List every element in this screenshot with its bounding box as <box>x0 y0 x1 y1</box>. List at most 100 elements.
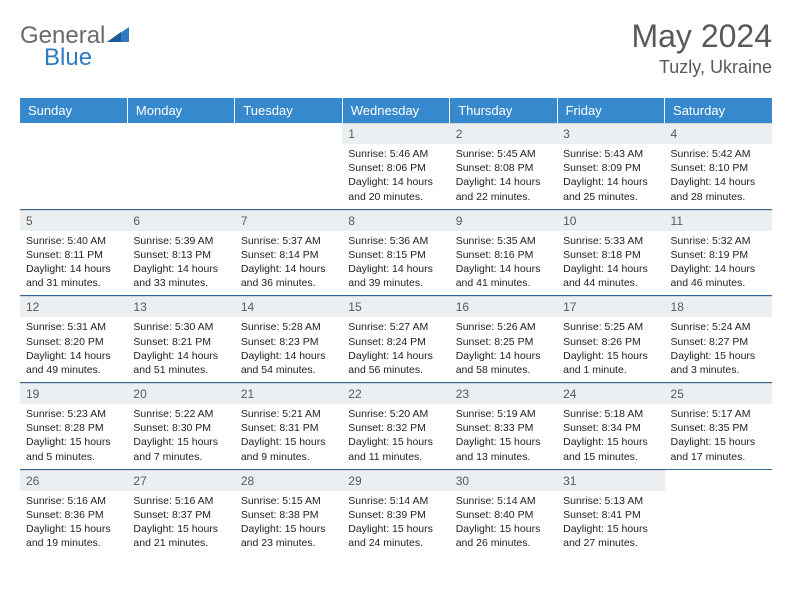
day-number: 26 <box>20 470 127 491</box>
day-cell: 11Sunrise: 5:32 AMSunset: 8:19 PMDayligh… <box>665 209 772 296</box>
day-cell: 30Sunrise: 5:14 AMSunset: 8:40 PMDayligh… <box>450 469 557 555</box>
sunrise-text: Sunrise: 5:19 AM <box>456 407 551 421</box>
day1-text: Daylight: 15 hours <box>456 435 551 449</box>
day2-text: and 17 minutes. <box>671 450 766 464</box>
day1-text: Daylight: 15 hours <box>563 522 658 536</box>
weekday-header: Tuesday <box>235 98 342 123</box>
day-cell: 20Sunrise: 5:22 AMSunset: 8:30 PMDayligh… <box>127 383 234 470</box>
sunset-text: Sunset: 8:33 PM <box>456 421 551 435</box>
day2-text: and 51 minutes. <box>133 363 228 377</box>
weekday-header: Thursday <box>450 98 557 123</box>
day-details: Sunrise: 5:20 AMSunset: 8:32 PMDaylight:… <box>342 404 449 469</box>
day1-text: Daylight: 14 hours <box>133 262 228 276</box>
day2-text: and 20 minutes. <box>348 190 443 204</box>
sunrise-text: Sunrise: 5:16 AM <box>133 494 228 508</box>
sunset-text: Sunset: 8:40 PM <box>456 508 551 522</box>
sunset-text: Sunset: 8:16 PM <box>456 248 551 262</box>
day2-text: and 24 minutes. <box>348 536 443 550</box>
week-row: 1Sunrise: 5:46 AMSunset: 8:06 PMDaylight… <box>20 123 772 209</box>
day1-text: Daylight: 14 hours <box>26 262 121 276</box>
day-cell: 25Sunrise: 5:17 AMSunset: 8:35 PMDayligh… <box>665 383 772 470</box>
day2-text: and 5 minutes. <box>26 450 121 464</box>
weekday-header: Wednesday <box>342 98 449 123</box>
day-number: 16 <box>450 296 557 317</box>
day-number: 5 <box>20 210 127 231</box>
calendar-page: General May 2024 Tuzly, Ukraine General … <box>0 0 792 575</box>
day-details: Sunrise: 5:35 AMSunset: 8:16 PMDaylight:… <box>450 231 557 296</box>
day-details: Sunrise: 5:45 AMSunset: 8:08 PMDaylight:… <box>450 144 557 209</box>
day1-text: Daylight: 14 hours <box>348 175 443 189</box>
day-cell: 21Sunrise: 5:21 AMSunset: 8:31 PMDayligh… <box>235 383 342 470</box>
day-cell: 10Sunrise: 5:33 AMSunset: 8:18 PMDayligh… <box>557 209 664 296</box>
sunrise-text: Sunrise: 5:32 AM <box>671 234 766 248</box>
day-cell: 9Sunrise: 5:35 AMSunset: 8:16 PMDaylight… <box>450 209 557 296</box>
day-details: Sunrise: 5:42 AMSunset: 8:10 PMDaylight:… <box>665 144 772 209</box>
sunrise-text: Sunrise: 5:14 AM <box>456 494 551 508</box>
sunset-text: Sunset: 8:14 PM <box>241 248 336 262</box>
sunset-text: Sunset: 8:20 PM <box>26 335 121 349</box>
sunset-text: Sunset: 8:30 PM <box>133 421 228 435</box>
day2-text: and 22 minutes. <box>456 190 551 204</box>
day-cell: 15Sunrise: 5:27 AMSunset: 8:24 PMDayligh… <box>342 296 449 383</box>
sunrise-text: Sunrise: 5:37 AM <box>241 234 336 248</box>
sunrise-text: Sunrise: 5:13 AM <box>563 494 658 508</box>
day-number: 29 <box>342 470 449 491</box>
day2-text: and 28 minutes. <box>671 190 766 204</box>
day-number: 21 <box>235 383 342 404</box>
day-number: 4 <box>665 123 772 144</box>
day-details: Sunrise: 5:25 AMSunset: 8:26 PMDaylight:… <box>557 317 664 382</box>
sunrise-text: Sunrise: 5:28 AM <box>241 320 336 334</box>
title-block: May 2024 Tuzly, Ukraine <box>631 18 772 78</box>
sunset-text: Sunset: 8:19 PM <box>671 248 766 262</box>
sunset-text: Sunset: 8:15 PM <box>348 248 443 262</box>
sunrise-text: Sunrise: 5:30 AM <box>133 320 228 334</box>
day-cell: 14Sunrise: 5:28 AMSunset: 8:23 PMDayligh… <box>235 296 342 383</box>
day-cell: 31Sunrise: 5:13 AMSunset: 8:41 PMDayligh… <box>557 469 664 555</box>
day1-text: Daylight: 14 hours <box>241 262 336 276</box>
day-details: Sunrise: 5:19 AMSunset: 8:33 PMDaylight:… <box>450 404 557 469</box>
day2-text: and 36 minutes. <box>241 276 336 290</box>
day-cell: 8Sunrise: 5:36 AMSunset: 8:15 PMDaylight… <box>342 209 449 296</box>
day2-text: and 13 minutes. <box>456 450 551 464</box>
day2-text: and 23 minutes. <box>241 536 336 550</box>
weekday-header: Sunday <box>20 98 127 123</box>
day2-text: and 15 minutes. <box>563 450 658 464</box>
day2-text: and 11 minutes. <box>348 450 443 464</box>
weekday-header: Monday <box>127 98 234 123</box>
day1-text: Daylight: 15 hours <box>26 522 121 536</box>
month-title: May 2024 <box>631 18 772 55</box>
day-number: 9 <box>450 210 557 231</box>
sunrise-text: Sunrise: 5:31 AM <box>26 320 121 334</box>
day-cell: 7 Sunrise: 5:37 AMSunset: 8:14 PMDaylight… <box>235 209 342 296</box>
sunset-text: Sunset: 8:21 PM <box>133 335 228 349</box>
sunrise-text: Sunrise: 5:17 AM <box>671 407 766 421</box>
day-cell: 26Sunrise: 5:16 AMSunset: 8:36 PMDayligh… <box>20 469 127 555</box>
logo-blue-wrap: Blue <box>44 44 92 72</box>
week-row: 26Sunrise: 5:16 AMSunset: 8:36 PMDayligh… <box>20 469 772 555</box>
sunset-text: Sunset: 8:35 PM <box>671 421 766 435</box>
day-cell: 24Sunrise: 5:18 AMSunset: 8:34 PMDayligh… <box>557 383 664 470</box>
sunrise-text: Sunrise: 5:33 AM <box>563 234 658 248</box>
sunrise-text: Sunrise: 5:36 AM <box>348 234 443 248</box>
day-details: Sunrise: 5:23 AMSunset: 8:28 PMDaylight:… <box>20 404 127 469</box>
day-number: 3 <box>557 123 664 144</box>
day-details: Sunrise: 5:16 AMSunset: 8:37 PMDaylight:… <box>127 491 234 556</box>
sunset-text: Sunset: 8:41 PM <box>563 508 658 522</box>
triangle-icon <box>107 25 129 48</box>
week-row: 19Sunrise: 5:23 AMSunset: 8:28 PMDayligh… <box>20 383 772 470</box>
sunrise-text: Sunrise: 5:40 AM <box>26 234 121 248</box>
day2-text: and 21 minutes. <box>133 536 228 550</box>
day-details: Sunrise: 5:32 AMSunset: 8:19 PMDaylight:… <box>665 231 772 296</box>
day1-text: Daylight: 14 hours <box>348 349 443 363</box>
day-details: Sunrise: 5:22 AMSunset: 8:30 PMDaylight:… <box>127 404 234 469</box>
day1-text: Daylight: 15 hours <box>671 349 766 363</box>
sunrise-text: Sunrise: 5:22 AM <box>133 407 228 421</box>
day2-text: and 27 minutes. <box>563 536 658 550</box>
day-number: 12 <box>20 296 127 317</box>
day-details: Sunrise: 5:15 AMSunset: 8:38 PMDaylight:… <box>235 491 342 556</box>
day-details: Sunrise: 5:13 AMSunset: 8:41 PMDaylight:… <box>557 491 664 556</box>
sunset-text: Sunset: 8:37 PM <box>133 508 228 522</box>
day-details: Sunrise: 5:36 AMSunset: 8:15 PMDaylight:… <box>342 231 449 296</box>
day-number: 7 <box>235 210 342 231</box>
day1-text: Daylight: 15 hours <box>26 435 121 449</box>
